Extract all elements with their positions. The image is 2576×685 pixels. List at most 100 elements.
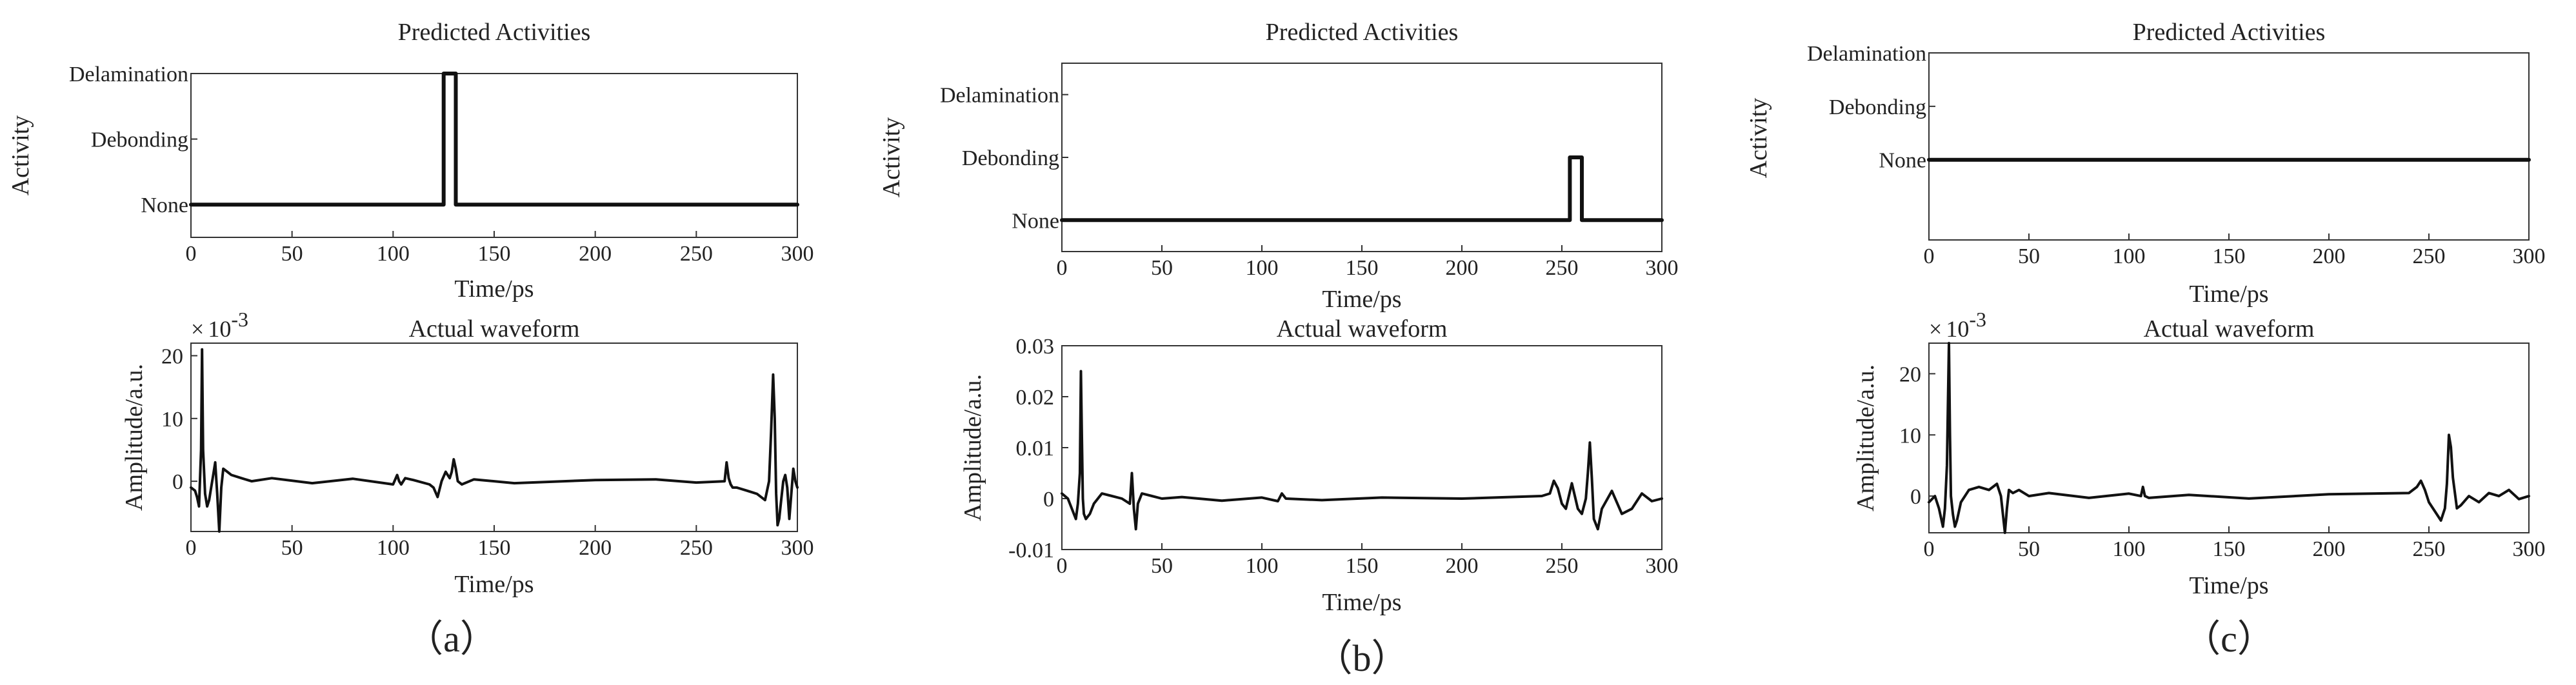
x-tick-label: 0 — [1057, 554, 1068, 578]
panel-label-b: （b） — [1315, 637, 1408, 679]
x-tick-label: 150 — [1346, 554, 1379, 578]
panel-label-c: （c） — [2183, 618, 2275, 660]
x-tick-label: 300 — [2513, 244, 2546, 268]
x-tick-label: 200 — [579, 536, 612, 560]
x-tick-label: 50 — [1151, 256, 1173, 280]
x-axis-label: Time/ps — [1322, 286, 1401, 313]
x-tick-label: 200 — [2313, 537, 2346, 561]
x-axis-label: Time/ps — [2189, 572, 2268, 599]
y-axis-label: Activity — [7, 115, 34, 196]
y-tick-label: 0.03 — [1016, 335, 1055, 359]
y-category-label: Debonding — [91, 128, 188, 152]
x-tick-label: 150 — [2213, 537, 2246, 561]
chart-title: Actual waveform — [1277, 315, 1448, 342]
axes-frame — [1928, 52, 2530, 241]
x-tick-label: 200 — [1446, 256, 1479, 280]
y-axis-label: Activity — [878, 117, 905, 198]
x-tick-label: 50 — [2018, 244, 2040, 268]
activity-line — [189, 72, 799, 207]
axes-frame — [1061, 345, 1662, 550]
chart-title: Actual waveform — [2144, 315, 2315, 342]
x-tick-label: 300 — [781, 242, 814, 266]
y-axis-exponent-power: -3 — [231, 308, 248, 331]
waveform-line — [1061, 370, 1663, 531]
axes-frame — [1928, 342, 2530, 533]
x-tick-label: 250 — [1546, 554, 1579, 578]
y-tick-label: 10 — [161, 408, 183, 432]
x-tick-label: 0 — [1924, 537, 1935, 561]
x-tick-label: 50 — [2018, 537, 2040, 561]
x-tick-label: 150 — [2213, 244, 2246, 268]
x-tick-label: 300 — [2513, 537, 2546, 561]
y-category-label: Debonding — [1829, 95, 1926, 119]
x-tick-label: 250 — [1546, 256, 1579, 280]
x-tick-label: 300 — [1646, 554, 1679, 578]
x-axis-label: Time/ps — [454, 275, 534, 303]
x-axis-label: Time/ps — [2189, 281, 2268, 308]
y-category-label: Debonding — [962, 146, 1059, 170]
waveform-line — [190, 348, 799, 533]
axes-frame — [190, 73, 798, 238]
y-tick-label: 20 — [1899, 362, 1921, 386]
chart-title: Predicted Activities — [2133, 19, 2326, 46]
y-category-label: None — [1012, 209, 1059, 233]
x-tick-label: 0 — [1924, 244, 1935, 268]
panel-c-activity-chart: Predicted Activities Time/ps Activity 0 5… — [1745, 19, 2546, 308]
x-tick-label: 150 — [478, 242, 511, 266]
panel-b-waveform-chart: Actual waveform Time/ps Amplitude/a.u. 0… — [959, 315, 1679, 616]
x-tick-label: 100 — [377, 242, 410, 266]
y-tick-label: -0.01 — [1008, 539, 1054, 562]
y-tick-label: 0.01 — [1016, 437, 1055, 461]
x-tick-label: 50 — [1151, 554, 1173, 578]
y-category-label: None — [1879, 149, 1926, 173]
x-tick-label: 50 — [281, 242, 303, 266]
chart-title: Predicted Activities — [1266, 19, 1459, 46]
y-tick-label: 10 — [1899, 424, 1921, 448]
panel-a-activity-chart: Predicted Activities Time/ps Activity 0 5… — [7, 19, 814, 303]
chart-title: Actual waveform — [409, 315, 580, 342]
x-tick-label: 250 — [2413, 244, 2446, 268]
y-tick-label: 0 — [172, 470, 183, 494]
x-tick-label: 300 — [1646, 256, 1679, 280]
y-axis-label: Amplitude/a.u. — [1852, 364, 1879, 511]
panel-label-a: （a） — [406, 618, 497, 660]
panel-b-activity-chart: Predicted Activities Time/ps Activity 0 5… — [878, 19, 1679, 313]
y-category-label: Delamination — [69, 63, 188, 86]
x-axis-label: Time/ps — [1322, 589, 1401, 616]
chart-title: Predicted Activities — [398, 19, 591, 46]
y-axis-label: Amplitude/a.u. — [959, 374, 986, 521]
y-tick-label: 0.02 — [1016, 386, 1055, 410]
activity-line — [1060, 155, 1664, 223]
y-axis-exponent-power: -3 — [1969, 308, 1986, 331]
x-tick-label: 100 — [377, 536, 410, 560]
x-tick-label: 100 — [2113, 244, 2146, 268]
x-tick-label: 0 — [186, 242, 197, 266]
x-tick-label: 200 — [1446, 554, 1479, 578]
x-tick-label: 100 — [1246, 256, 1279, 280]
x-tick-label: 150 — [1346, 256, 1379, 280]
x-tick-label: 0 — [1057, 256, 1068, 280]
x-tick-label: 100 — [1246, 554, 1279, 578]
waveform-line — [1928, 342, 2530, 534]
x-tick-label: 150 — [478, 536, 511, 560]
y-axis-label: Amplitude/a.u. — [121, 364, 148, 511]
x-tick-label: 200 — [2313, 244, 2346, 268]
y-category-label: None — [141, 194, 188, 217]
panel-a-waveform-chart: Actual waveform Time/ps Amplitude/a.u. ×… — [121, 308, 814, 598]
x-tick-label: 200 — [579, 242, 612, 266]
y-category-label: Delamination — [1807, 42, 1926, 66]
y-axis-exponent: × 10-3 — [191, 308, 248, 342]
x-tick-label: 100 — [2113, 537, 2146, 561]
x-tick-label: 0 — [186, 536, 197, 560]
panel-c-waveform-chart: Actual waveform Time/ps Amplitude/a.u. ×… — [1852, 308, 2546, 599]
x-tick-label: 250 — [680, 536, 713, 560]
y-axis-label: Activity — [1745, 98, 1772, 179]
y-axis-exponent: × 10-3 — [1929, 308, 1986, 342]
y-tick-label: 20 — [161, 344, 183, 368]
y-tick-label: 0 — [1043, 488, 1054, 511]
x-axis-label: Time/ps — [454, 571, 534, 598]
x-tick-label: 300 — [781, 536, 814, 560]
y-tick-label: 0 — [1910, 485, 1921, 509]
y-category-label: Delamination — [940, 84, 1059, 108]
